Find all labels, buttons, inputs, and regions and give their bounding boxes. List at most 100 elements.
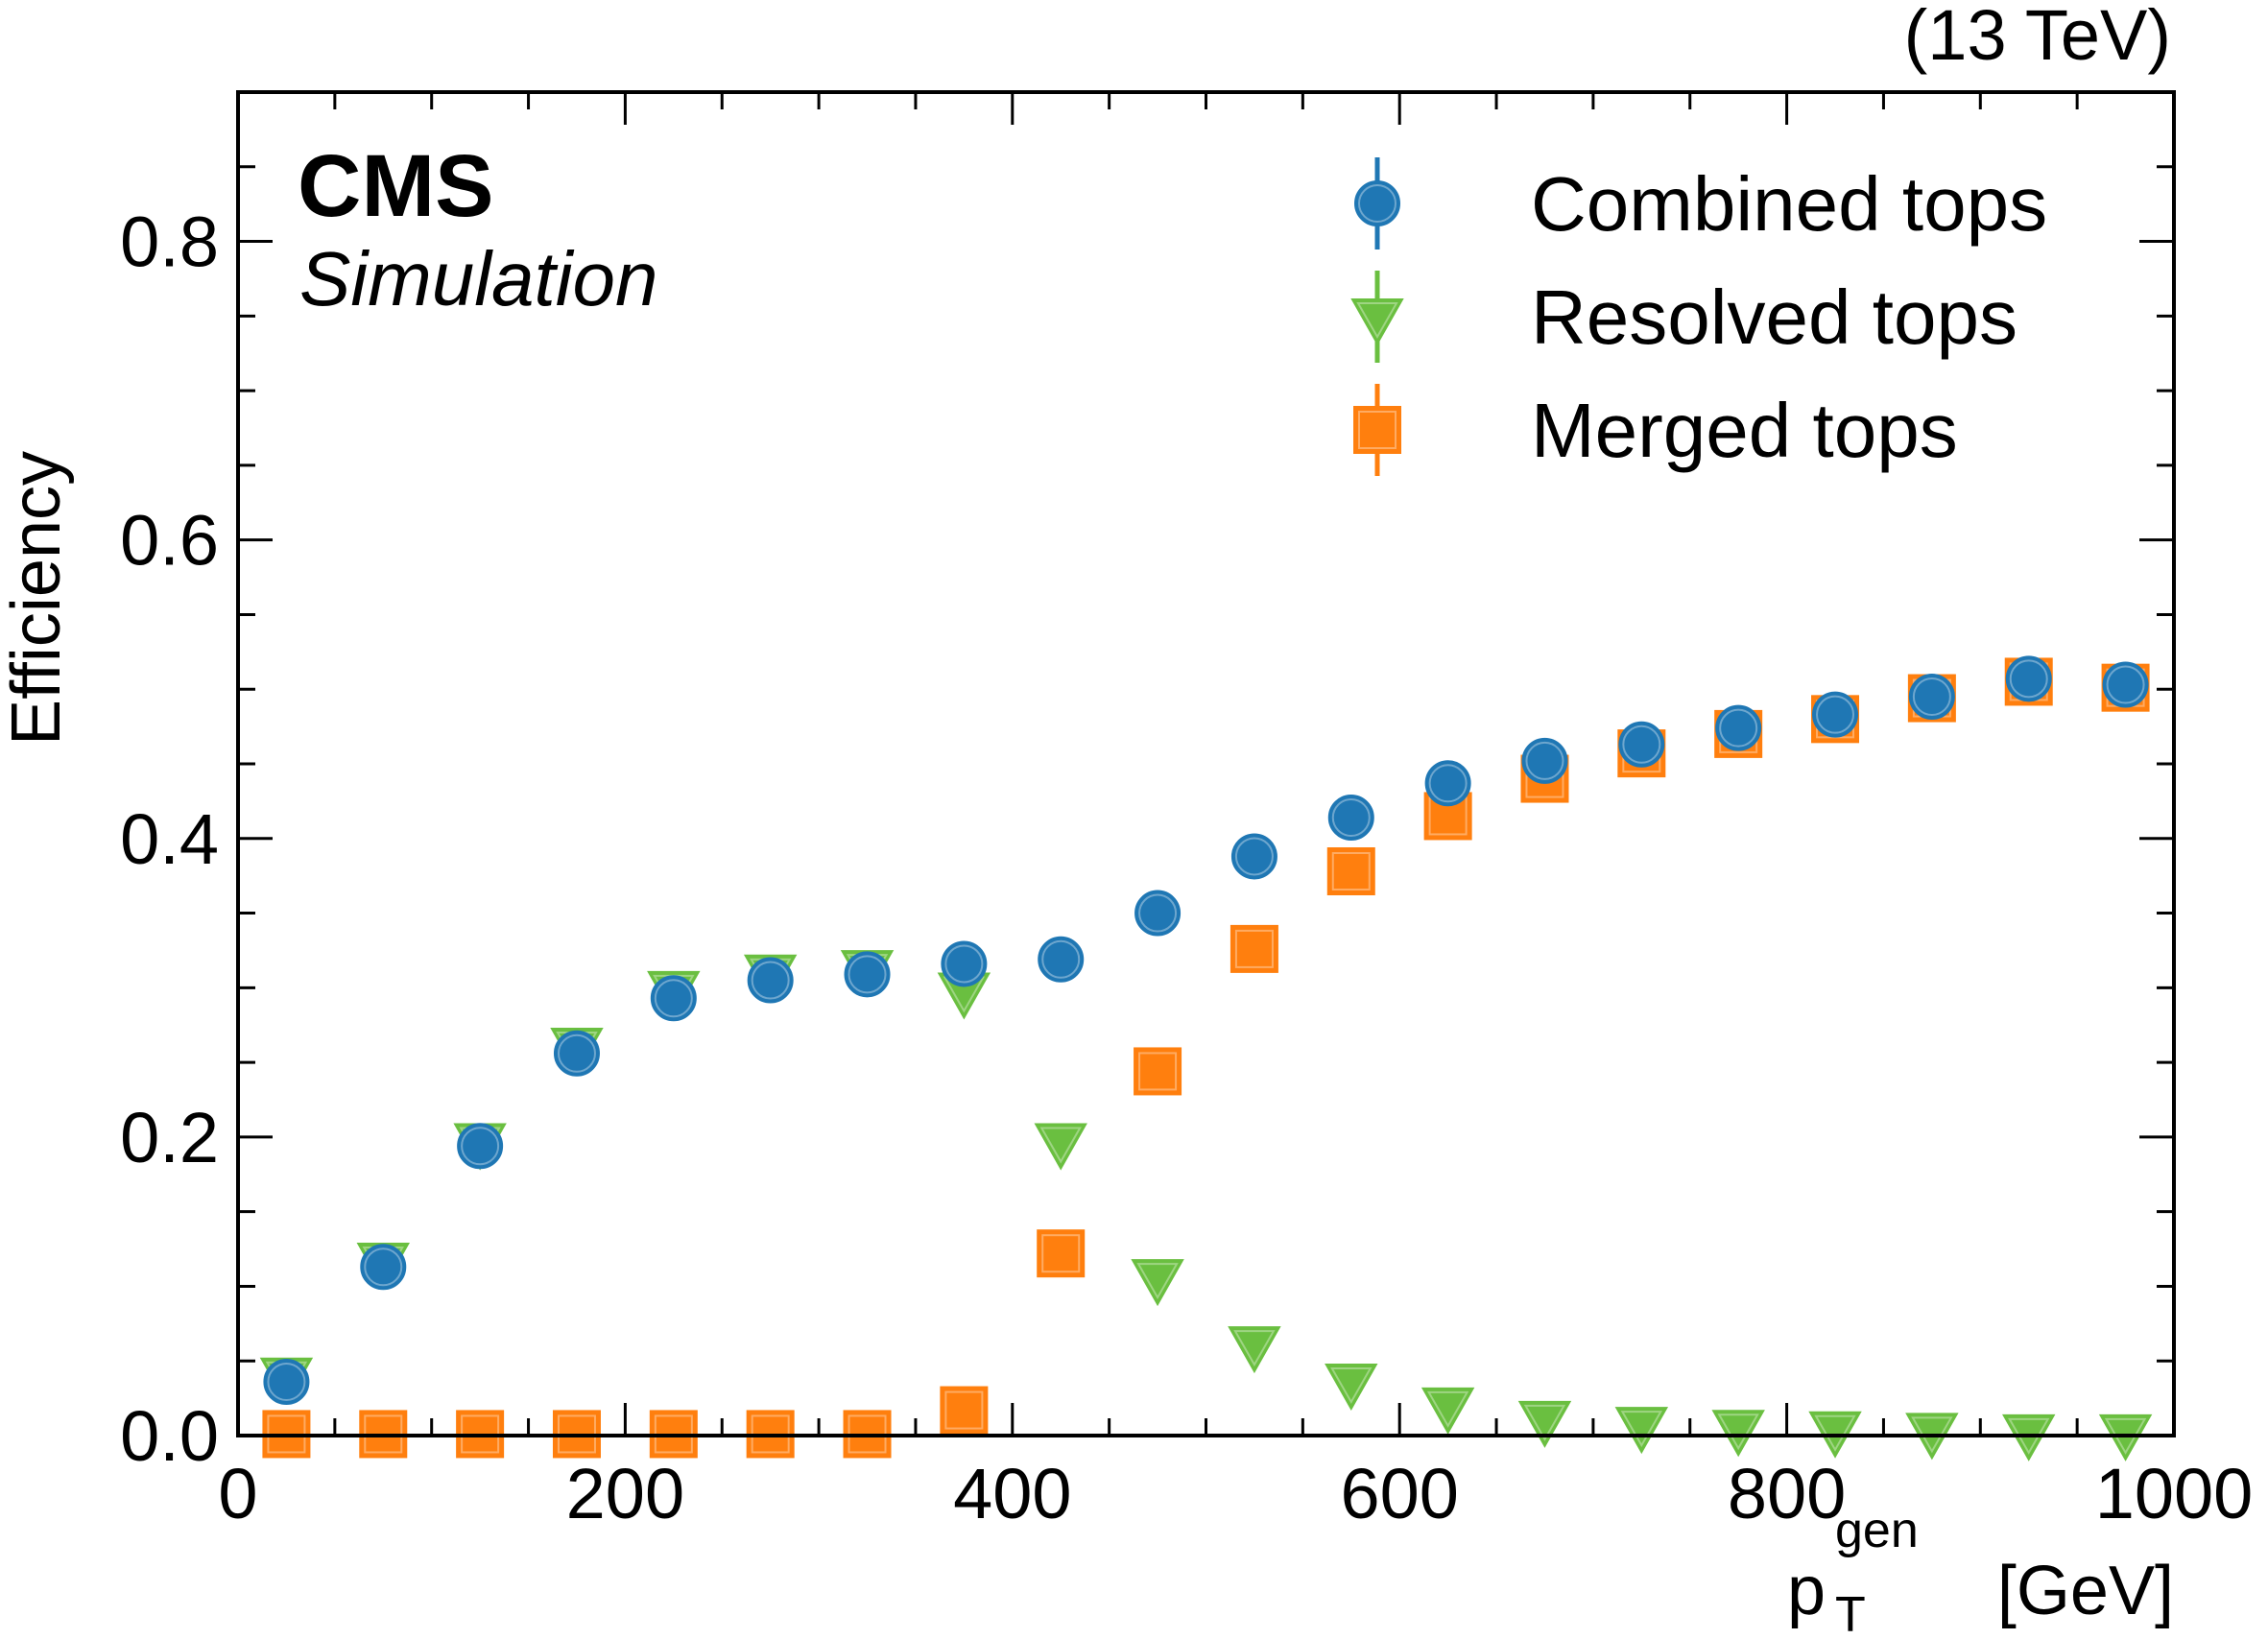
data-point-highlight bbox=[654, 979, 693, 1018]
data-point bbox=[1230, 833, 1277, 880]
data-point-highlight bbox=[848, 955, 887, 994]
data-point bbox=[1034, 1123, 1087, 1171]
data-point-highlight bbox=[1622, 724, 1661, 764]
data-point bbox=[1325, 1364, 1378, 1412]
x-tick-label: 400 bbox=[953, 1454, 1071, 1533]
data-point-highlight bbox=[944, 1390, 984, 1430]
legend-item: Resolved tops bbox=[1350, 271, 2017, 363]
data-point bbox=[1711, 1410, 1765, 1458]
y-tick-label: 0.6 bbox=[120, 501, 219, 581]
data-point bbox=[1037, 1229, 1086, 1278]
y-tick-label: 0.4 bbox=[120, 799, 219, 879]
y-axis-title: Efficiency bbox=[0, 451, 75, 746]
legend-label: Resolved tops bbox=[1531, 274, 2017, 360]
data-point bbox=[1618, 721, 1665, 768]
data-point-highlight bbox=[1525, 741, 1564, 780]
plot-frame bbox=[236, 90, 2176, 1437]
data-point bbox=[1812, 691, 1859, 738]
energy-label: (13 TeV) bbox=[1904, 0, 2171, 75]
data-point bbox=[1326, 847, 1375, 895]
y-tick-label: 0.8 bbox=[120, 202, 219, 282]
data-point-highlight bbox=[1234, 929, 1274, 968]
data-point-highlight bbox=[1912, 677, 1951, 716]
x-axis-title-subscript: T bbox=[1835, 1587, 1866, 1639]
data-point bbox=[650, 975, 697, 1022]
data-point-highlight bbox=[1428, 764, 1468, 803]
data-point-highlight bbox=[751, 961, 790, 1000]
data-point bbox=[553, 1030, 600, 1077]
data-point bbox=[1229, 924, 1278, 973]
data-point bbox=[844, 951, 891, 998]
data-point bbox=[360, 1244, 407, 1291]
data-point bbox=[940, 1386, 989, 1435]
data-point-highlight bbox=[944, 944, 984, 984]
x-tick-label: 800 bbox=[1728, 1454, 1846, 1533]
y-tick-label: 0.2 bbox=[120, 1098, 219, 1177]
data-point bbox=[941, 940, 988, 987]
data-point bbox=[1327, 795, 1374, 841]
data-point-highlight bbox=[1233, 1330, 1276, 1367]
data-point-highlight bbox=[1041, 939, 1081, 979]
data-point bbox=[263, 1359, 310, 1405]
data-point bbox=[1131, 1259, 1184, 1307]
legend-marker bbox=[1353, 406, 1401, 454]
data-point-highlight bbox=[1331, 852, 1371, 891]
legend-item: Merged tops bbox=[1353, 384, 1958, 476]
legend: Combined tops Resolved tops Merged tops bbox=[1350, 157, 2047, 476]
data-point bbox=[2005, 655, 2052, 702]
x-tick-label: 600 bbox=[1340, 1454, 1458, 1533]
data-point-highlight bbox=[557, 1033, 596, 1073]
data-point bbox=[1521, 737, 1568, 784]
data-point bbox=[1038, 936, 1085, 983]
y-tick-label: 0.0 bbox=[120, 1396, 219, 1476]
data-point bbox=[1134, 1047, 1182, 1096]
data-point bbox=[1908, 674, 1955, 720]
data-point-highlight bbox=[2009, 659, 2048, 699]
data-point-highlight bbox=[364, 1247, 403, 1287]
data-point bbox=[1517, 1400, 1572, 1448]
x-axis-title-superscript: gen bbox=[1835, 1503, 1919, 1558]
data-point-highlight bbox=[1234, 837, 1274, 876]
legend-marker-highlight bbox=[1358, 411, 1397, 449]
data-point-highlight bbox=[2106, 665, 2145, 704]
x-axis-title-symbol: p bbox=[1787, 1553, 1826, 1629]
data-point-highlight bbox=[1523, 1404, 1566, 1441]
legend-marker bbox=[1354, 180, 1400, 226]
legend-marker-highlight bbox=[1358, 184, 1397, 223]
data-point bbox=[1424, 760, 1471, 807]
data-point bbox=[1715, 704, 1762, 751]
data-point-highlight bbox=[1039, 1127, 1082, 1164]
axis-tick-labels: 0 200 400 600 800 1000 0.0 0.2 0.4 0.6 0.8 bbox=[120, 202, 2253, 1533]
legend-item: Combined tops bbox=[1354, 157, 2047, 249]
legend-label: Combined tops bbox=[1531, 161, 2047, 247]
data-point bbox=[747, 957, 794, 1004]
data-point-highlight bbox=[461, 1127, 500, 1166]
data-point-highlight bbox=[1138, 893, 1178, 933]
x-tick-label: 1000 bbox=[2095, 1454, 2254, 1533]
data-point-highlight bbox=[1136, 1263, 1179, 1300]
data-point-highlight bbox=[1426, 1390, 1469, 1428]
data-point bbox=[2102, 661, 2149, 708]
data-point-highlight bbox=[1816, 695, 1855, 734]
data-point bbox=[1228, 1326, 1281, 1374]
data-point-highlight bbox=[1719, 708, 1758, 748]
cms-label: CMS bbox=[298, 137, 493, 235]
data-point-highlight bbox=[1620, 1411, 1663, 1448]
x-axis-title: p gen T [GeV] bbox=[1787, 1503, 2174, 1639]
data-point-highlight bbox=[1331, 798, 1371, 837]
legend-marker bbox=[1350, 298, 1404, 346]
data-point-highlight bbox=[267, 1363, 306, 1401]
data-point-highlight bbox=[1330, 1367, 1373, 1405]
data-point-highlight bbox=[1041, 1234, 1081, 1273]
data-point bbox=[1420, 1387, 1475, 1435]
legend-marker-highlight bbox=[1356, 302, 1398, 340]
data-point bbox=[457, 1123, 504, 1170]
data-point-highlight bbox=[1717, 1413, 1759, 1451]
data-point-highlight bbox=[1814, 1414, 1856, 1452]
data-point bbox=[1134, 890, 1182, 937]
data-point bbox=[1614, 1407, 1669, 1455]
data-point-highlight bbox=[1138, 1052, 1178, 1091]
x-axis-title-unit: [GeV] bbox=[1997, 1553, 2174, 1629]
